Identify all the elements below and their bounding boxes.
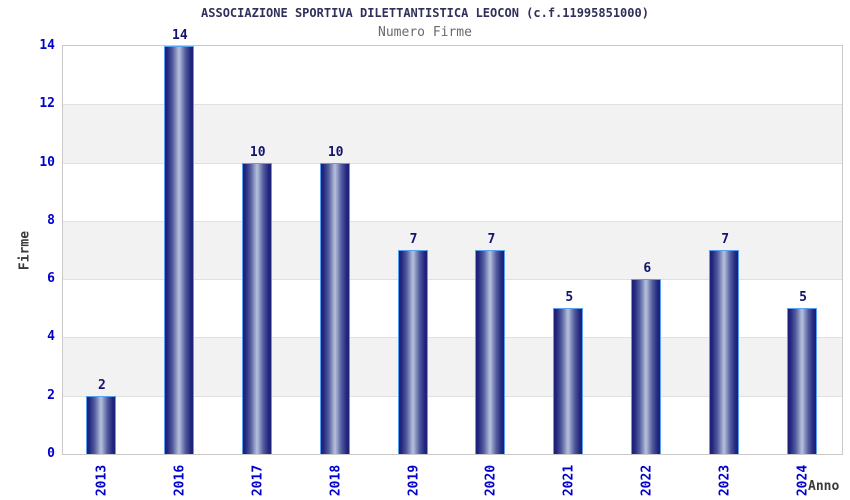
plot-area: 2 14 10 10 7 7 5 6 7 5	[62, 28, 843, 455]
y-tick-label: 0	[47, 446, 55, 461]
bar-2013	[85, 395, 116, 454]
x-tick-label: 2020	[483, 464, 499, 497]
bar-value-label: 10	[327, 144, 344, 160]
bar-2021	[553, 308, 584, 454]
y-tick-label: 6	[47, 271, 55, 287]
bar-value-label: 7	[409, 232, 418, 247]
y-tick-label: 12	[39, 96, 55, 112]
bar-value-label: 2	[98, 377, 106, 393]
x-tick-label: 2023	[717, 464, 733, 497]
bar-2023	[709, 250, 740, 454]
chart-subtitle: Numero Firme	[378, 25, 472, 40]
x-tick-label: 2016	[172, 464, 188, 497]
x-tick-label: 2017	[250, 464, 266, 497]
bar-value-label: 6	[643, 261, 652, 277]
gridline	[63, 279, 842, 281]
x-tick-label: 2021	[561, 464, 577, 497]
x-tick-label: 2018	[328, 464, 344, 497]
bar-2018	[319, 162, 350, 454]
gridline	[63, 104, 842, 106]
gridline	[63, 220, 842, 222]
x-tick-label: 2022	[639, 464, 655, 497]
x-tick-label: 2013	[94, 464, 110, 497]
x-tick-label: 2019	[406, 464, 422, 497]
y-tick-label: 10	[39, 154, 55, 170]
x-axis-title: Anno	[808, 479, 840, 494]
gridline	[63, 395, 842, 397]
y-tick-label: 4	[47, 329, 55, 345]
bar-value-label: 10	[249, 144, 266, 160]
y-tick-label: 14	[39, 38, 55, 53]
bar-2020	[475, 250, 506, 454]
bar-value-label: 5	[799, 290, 807, 306]
gridline	[63, 337, 842, 339]
gridline	[63, 162, 842, 164]
y-tick-label: 8	[47, 212, 55, 228]
bar-value-label: 5	[565, 290, 574, 306]
bar-2016	[163, 46, 194, 454]
chart-title: ASSOCIAZIONE SPORTIVA DILETTANTISTICA LE…	[201, 6, 649, 20]
bar-2022	[631, 279, 662, 454]
bar-2024	[787, 308, 818, 454]
bar-value-label: 14	[172, 28, 188, 43]
bar-2017	[241, 162, 272, 454]
bar-value-label: 7	[721, 232, 730, 247]
y-tick-label: 2	[47, 387, 55, 403]
x-tick-label: 2024	[795, 464, 811, 497]
bar-2019	[397, 250, 428, 454]
bar-value-label: 7	[487, 232, 496, 247]
